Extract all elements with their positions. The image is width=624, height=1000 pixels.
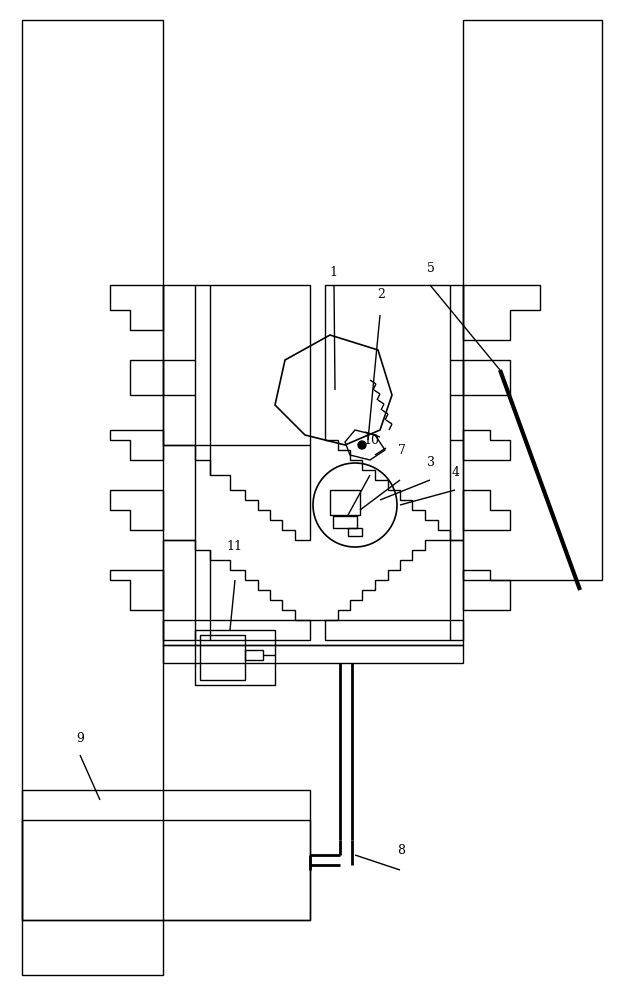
Text: 7: 7 <box>398 444 406 456</box>
Bar <box>245 650 263 660</box>
Text: 3: 3 <box>427 456 434 470</box>
Text: 1: 1 <box>330 265 338 278</box>
Text: 9: 9 <box>76 732 84 744</box>
Text: 2: 2 <box>377 288 384 302</box>
Bar <box>163 620 463 645</box>
Bar <box>163 645 463 663</box>
Text: 4: 4 <box>452 466 459 480</box>
Bar <box>330 490 360 515</box>
Bar <box>463 20 602 580</box>
Text: 10: 10 <box>363 434 379 446</box>
Bar <box>195 630 275 685</box>
Circle shape <box>358 441 366 449</box>
Bar <box>333 516 357 528</box>
Text: 5: 5 <box>427 261 434 274</box>
Bar <box>200 635 245 680</box>
Bar <box>348 528 362 536</box>
Text: 11: 11 <box>227 540 243 554</box>
Bar <box>22 790 310 920</box>
Bar <box>22 20 163 975</box>
Bar <box>22 820 310 920</box>
Text: 8: 8 <box>397 844 405 856</box>
